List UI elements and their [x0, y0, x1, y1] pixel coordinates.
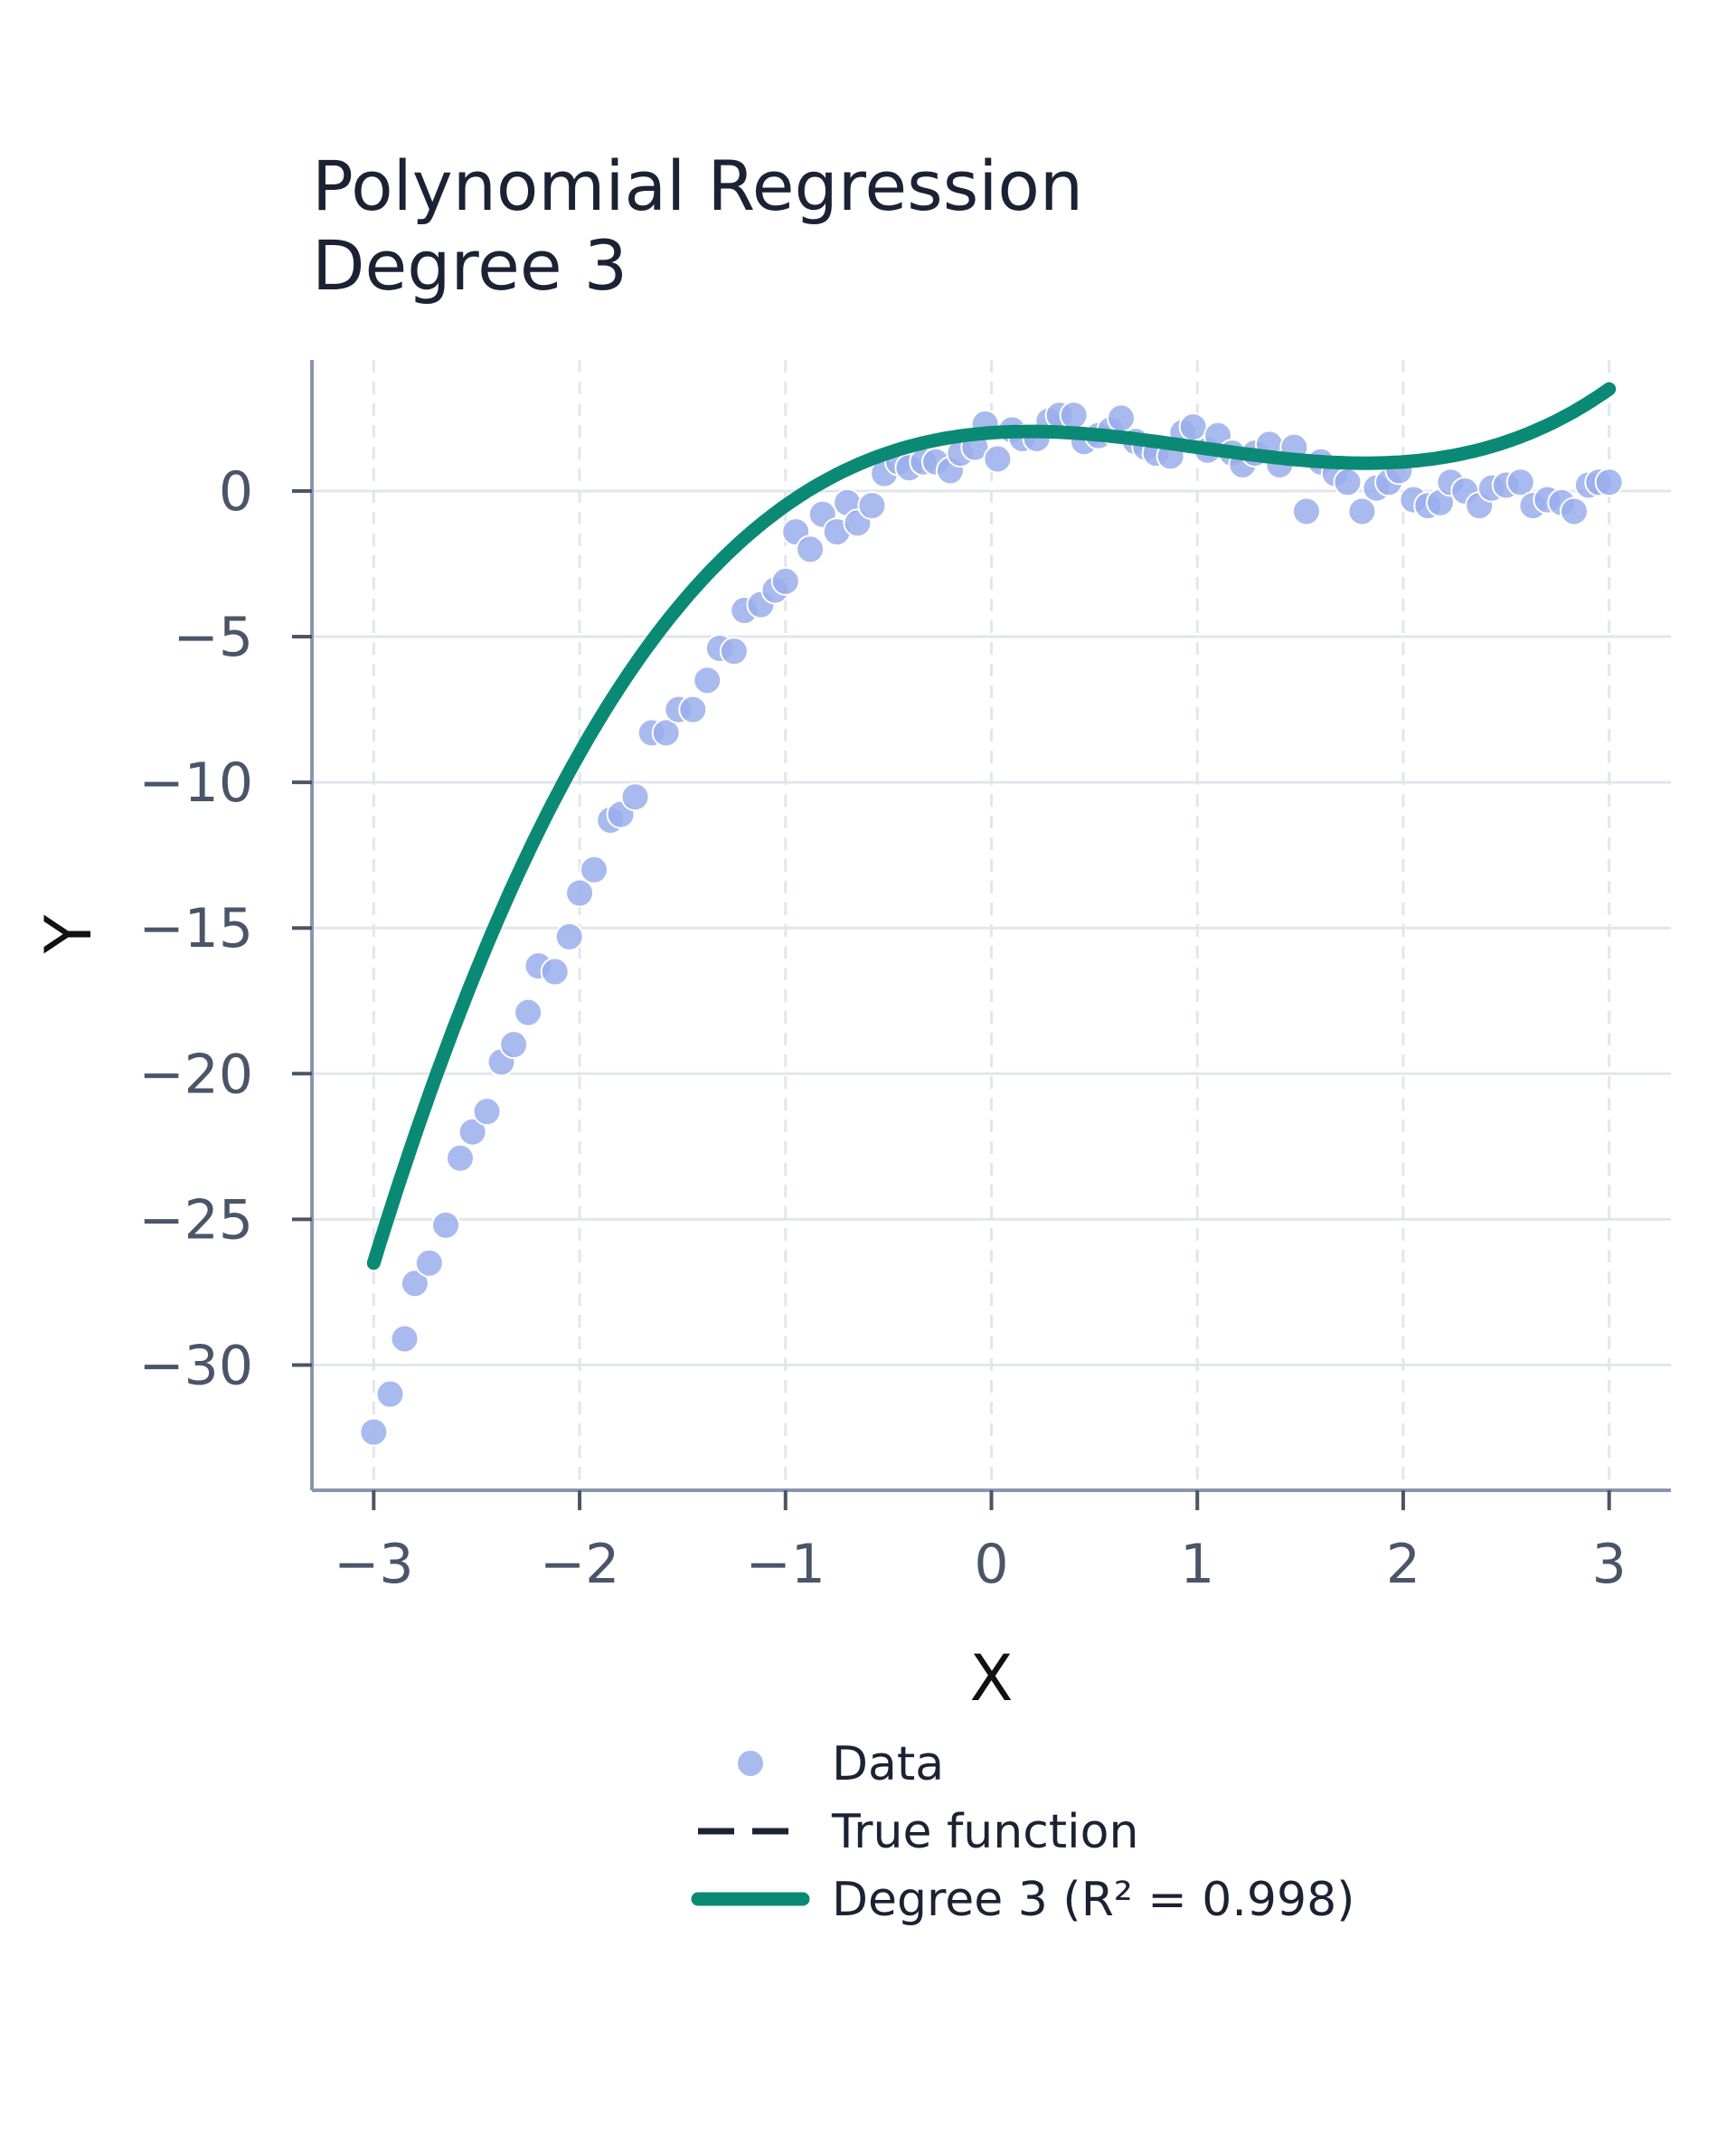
data-point — [1178, 412, 1208, 442]
data-point — [400, 1269, 429, 1299]
data-point — [1594, 468, 1624, 497]
chart-title-line-2: Degree 3 — [312, 225, 627, 306]
legend-label: Degree 3 (R² = 0.998) — [832, 1873, 1354, 1927]
data-point — [1106, 403, 1136, 433]
data-point — [375, 1379, 405, 1409]
data-point — [770, 566, 800, 596]
y-axis-label: Y — [32, 914, 106, 954]
data-point — [514, 997, 543, 1027]
data-point — [1059, 401, 1089, 430]
axis-labels: XY — [32, 914, 1013, 1715]
data-point — [1291, 496, 1321, 526]
data-point — [431, 1210, 461, 1240]
data-point — [499, 1030, 529, 1060]
y-tick-label: 0 — [219, 460, 253, 524]
tick-labels: −3 −2 −1 0 1 2 30−5−10−15−20−25−30 — [138, 460, 1626, 1596]
grid — [312, 360, 1671, 1490]
data-point — [1333, 468, 1363, 497]
fit-line — [366, 382, 1617, 1271]
legend-label: True function — [831, 1805, 1138, 1859]
y-tick-label: −25 — [138, 1188, 253, 1252]
legend-symbol-data — [736, 1749, 765, 1778]
y-tick-label: −30 — [138, 1334, 253, 1397]
y-tick-label: −20 — [138, 1043, 253, 1106]
data-point — [1347, 496, 1377, 526]
y-tick-label: −5 — [174, 606, 253, 669]
data-point — [678, 695, 708, 724]
data-point — [565, 878, 595, 908]
data-point — [983, 444, 1013, 474]
data-point — [414, 1248, 444, 1278]
data-point — [693, 666, 722, 695]
x-tick-label: −1 — [746, 1533, 826, 1596]
data-point — [445, 1143, 475, 1173]
data-point — [359, 1417, 389, 1447]
data-point — [458, 1117, 487, 1147]
legend-label: Data — [832, 1737, 944, 1791]
data-point — [857, 491, 887, 521]
data-point — [390, 1324, 420, 1354]
data-point — [719, 637, 749, 666]
series-lines — [366, 382, 1617, 1271]
data-point — [651, 718, 681, 748]
x-axis-label: X — [970, 1641, 1014, 1715]
data-point — [1505, 468, 1535, 497]
data-point — [540, 957, 570, 987]
chart-title-line-1: Polynomial Regression — [312, 146, 1083, 226]
data-point — [554, 921, 584, 951]
y-tick-label: −15 — [138, 897, 253, 960]
data-point — [472, 1097, 502, 1127]
x-tick-label: 0 — [974, 1533, 1008, 1596]
data-point — [579, 855, 609, 884]
y-tick-label: −10 — [138, 751, 253, 815]
x-tick-label: −2 — [540, 1533, 619, 1596]
data-point — [796, 534, 826, 564]
data-point — [1559, 496, 1589, 526]
x-tick-label: 3 — [1592, 1533, 1627, 1596]
x-tick-label: −3 — [334, 1533, 413, 1596]
legend: Data True function Degree 3 (R² = 0.998) — [691, 1737, 1354, 1927]
x-tick-label: 2 — [1386, 1533, 1420, 1596]
data-point — [620, 782, 650, 812]
x-tick-label: 1 — [1180, 1533, 1214, 1596]
